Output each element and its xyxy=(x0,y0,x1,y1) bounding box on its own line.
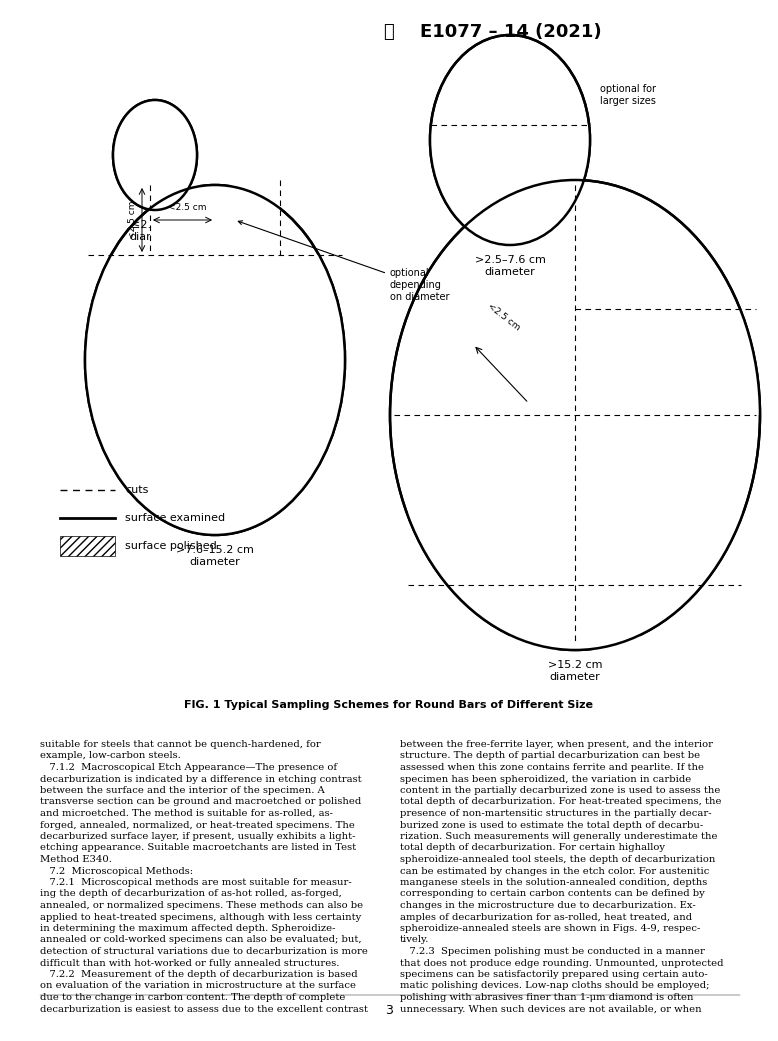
Text: optional for
larger sizes: optional for larger sizes xyxy=(600,84,656,106)
Text: surface examined: surface examined xyxy=(125,513,225,523)
Text: specimen has been spheroidized, the variation in carbide: specimen has been spheroidized, the vari… xyxy=(400,775,691,784)
Text: 7.2.3  Specimen polishing must be conducted in a manner: 7.2.3 Specimen polishing must be conduct… xyxy=(400,947,705,956)
Text: corresponding to certain carbon contents can be defined by: corresponding to certain carbon contents… xyxy=(400,889,705,898)
Polygon shape xyxy=(430,125,590,245)
Text: burized zone is used to estimate the total depth of decarbu-: burized zone is used to estimate the tot… xyxy=(400,820,703,830)
Polygon shape xyxy=(575,309,743,650)
Ellipse shape xyxy=(390,180,760,650)
Text: cuts: cuts xyxy=(125,485,149,496)
Text: decarburization is indicated by a difference in etching contrast: decarburization is indicated by a differ… xyxy=(40,775,362,784)
Ellipse shape xyxy=(430,35,590,245)
Text: spheroidize-annealed steels are shown in Figs. 4-9, respec-: spheroidize-annealed steels are shown in… xyxy=(400,924,700,933)
Text: presence of non-martensitic structures in the partially decar-: presence of non-martensitic structures i… xyxy=(400,809,712,818)
Text: example, low-carbon steels.: example, low-carbon steels. xyxy=(40,752,180,761)
Bar xyxy=(510,585,640,650)
Polygon shape xyxy=(113,100,197,210)
Text: forged, annealed, normalized, or heat-treated specimens. The: forged, annealed, normalized, or heat-tr… xyxy=(40,820,355,830)
Text: 7.2.2  Measurement of the depth of decarburization is based: 7.2.2 Measurement of the depth of decarb… xyxy=(40,970,358,979)
Bar xyxy=(60,536,115,556)
Text: >2.5–7.6 cm
diameter: >2.5–7.6 cm diameter xyxy=(475,255,545,277)
Text: Method E340.: Method E340. xyxy=(40,855,112,864)
Polygon shape xyxy=(682,309,760,415)
Text: >7.6–15.2 cm
diameter: >7.6–15.2 cm diameter xyxy=(176,545,254,566)
Text: applied to heat-treated specimens, although with less certainty: applied to heat-treated specimens, altho… xyxy=(40,913,361,921)
Text: and microetched. The method is suitable for as-rolled, as-: and microetched. The method is suitable … xyxy=(40,809,333,818)
Text: difficult than with hot-worked or fully annealed structures.: difficult than with hot-worked or fully … xyxy=(40,959,339,967)
Polygon shape xyxy=(682,309,760,415)
Text: decarburization is easiest to assess due to the excellent contrast: decarburization is easiest to assess due… xyxy=(40,1005,368,1014)
Text: content in the partially decarburized zone is used to assess the: content in the partially decarburized zo… xyxy=(400,786,720,795)
Bar xyxy=(150,185,280,255)
Text: assessed when this zone contains ferrite and pearlite. If the: assessed when this zone contains ferrite… xyxy=(400,763,704,772)
Text: 7.1.2  Macroscopical Etch Appearance—The presence of: 7.1.2 Macroscopical Etch Appearance—The … xyxy=(40,763,337,772)
Text: FIG. 1 Typical Sampling Schemes for Round Bars of Different Size: FIG. 1 Typical Sampling Schemes for Roun… xyxy=(184,700,594,710)
Text: structure. The depth of partial decarburization can best be: structure. The depth of partial decarbur… xyxy=(400,752,700,761)
Text: <2.5 cm: <2.5 cm xyxy=(486,302,522,333)
Ellipse shape xyxy=(85,185,345,535)
Text: Ⓞ: Ⓞ xyxy=(384,23,394,41)
Text: between the surface and the interior of the specimen. A: between the surface and the interior of … xyxy=(40,786,324,795)
Text: optional
depending
on diameter: optional depending on diameter xyxy=(238,221,450,302)
Text: surface polished: surface polished xyxy=(125,541,217,551)
Text: specimens can be satisfactorily prepared using certain auto-: specimens can be satisfactorily prepared… xyxy=(400,970,708,979)
Text: >15.2 cm
diameter: >15.2 cm diameter xyxy=(548,660,602,682)
Text: amples of decarburization for as-rolled, heat treated, and: amples of decarburization for as-rolled,… xyxy=(400,913,692,921)
Text: annealed or cold-worked specimens can also be evaluated; but,: annealed or cold-worked specimens can al… xyxy=(40,936,362,944)
Text: polishing with abrasives finer than 1-μm diamond is often: polishing with abrasives finer than 1-μm… xyxy=(400,993,693,1002)
Ellipse shape xyxy=(113,100,197,210)
Text: tively.: tively. xyxy=(400,936,429,944)
Text: ≤2.5 cm
diameter: ≤2.5 cm diameter xyxy=(130,220,180,242)
Text: transverse section can be ground and macroetched or polished: transverse section can be ground and mac… xyxy=(40,797,361,807)
Text: total depth of decarburization. For heat-treated specimens, the: total depth of decarburization. For heat… xyxy=(400,797,721,807)
Text: changes in the microstructure due to decarburization. Ex-: changes in the microstructure due to dec… xyxy=(400,902,696,910)
Text: unnecessary. When such devices are not available, or when: unnecessary. When such devices are not a… xyxy=(400,1005,702,1014)
Text: rization. Such measurements will generally underestimate the: rization. Such measurements will general… xyxy=(400,832,717,841)
Text: in determining the maximum affected depth. Spheroidize-: in determining the maximum affected dept… xyxy=(40,924,335,933)
Text: E1077 – 14 (2021): E1077 – 14 (2021) xyxy=(420,23,601,41)
Text: annealed, or normalized specimens. These methods can also be: annealed, or normalized specimens. These… xyxy=(40,902,363,910)
Text: can be estimated by changes in the etch color. For austenitic: can be estimated by changes in the etch … xyxy=(400,866,710,875)
Text: 7.2  Microscopical Methods:: 7.2 Microscopical Methods: xyxy=(40,866,193,875)
Text: <2.5 cm: <2.5 cm xyxy=(168,203,207,212)
Text: etching appearance. Suitable macroetchants are listed in Test: etching appearance. Suitable macroetchan… xyxy=(40,843,356,853)
Polygon shape xyxy=(85,255,345,535)
Polygon shape xyxy=(408,309,575,650)
Text: between the free-ferrite layer, when present, and the interior: between the free-ferrite layer, when pre… xyxy=(400,740,713,750)
Text: <2.5 cm: <2.5 cm xyxy=(128,201,137,239)
Text: 7.2.1  Microscopical methods are most suitable for measur-: 7.2.1 Microscopical methods are most sui… xyxy=(40,878,352,887)
Text: matic polishing devices. Low-nap cloths should be employed;: matic polishing devices. Low-nap cloths … xyxy=(400,982,710,990)
Text: on evaluation of the variation in microstructure at the surface: on evaluation of the variation in micros… xyxy=(40,982,356,990)
Text: detection of structural variations due to decarburization is more: detection of structural variations due t… xyxy=(40,947,368,956)
Text: that does not produce edge rounding. Unmounted, unprotected: that does not produce edge rounding. Unm… xyxy=(400,959,724,967)
Text: ing the depth of decarburization of as-hot rolled, as-forged,: ing the depth of decarburization of as-h… xyxy=(40,889,342,898)
Text: decarburized surface layer, if present, usually exhibits a light-: decarburized surface layer, if present, … xyxy=(40,832,356,841)
Text: spheroidize-annealed tool steels, the depth of decarburization: spheroidize-annealed tool steels, the de… xyxy=(400,855,716,864)
Text: suitable for steels that cannot be quench-hardened, for: suitable for steels that cannot be quenc… xyxy=(40,740,321,750)
Text: due to the change in carbon content. The depth of complete: due to the change in carbon content. The… xyxy=(40,993,345,1002)
Text: manganese steels in the solution-annealed condition, depths: manganese steels in the solution-anneale… xyxy=(400,878,707,887)
Text: 3: 3 xyxy=(385,1004,393,1016)
Text: total depth of decarburization. For certain highalloy: total depth of decarburization. For cert… xyxy=(400,843,665,853)
